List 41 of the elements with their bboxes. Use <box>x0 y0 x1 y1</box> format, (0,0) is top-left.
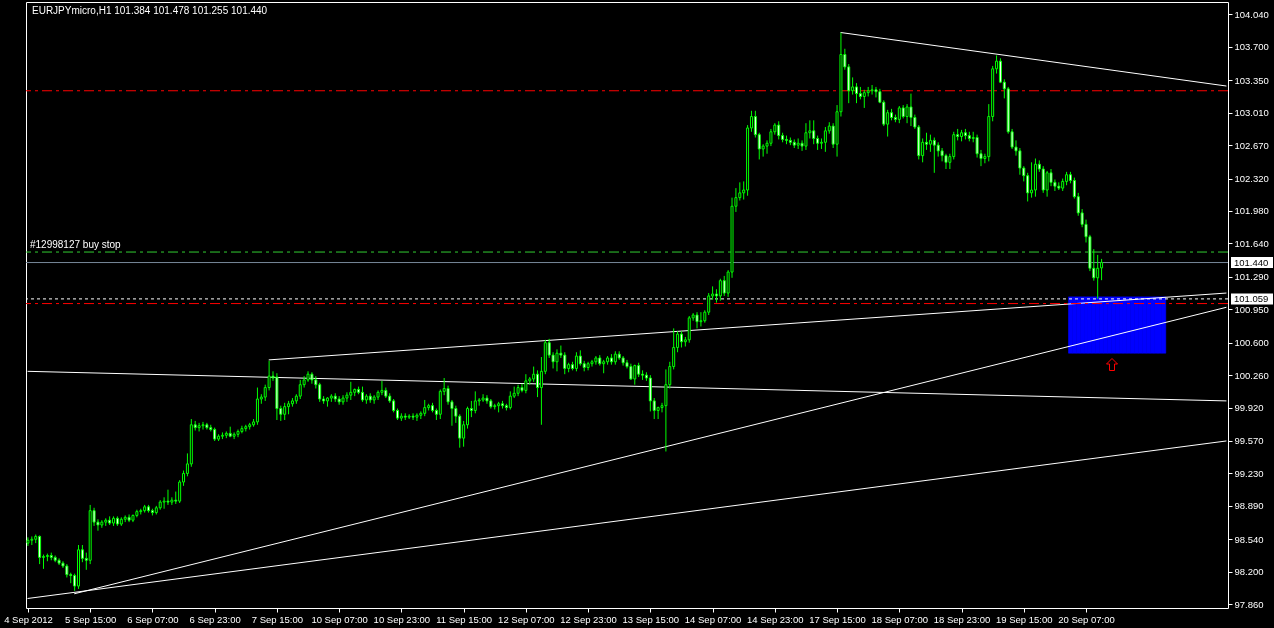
ref-line-label: 101.059 <box>1234 292 1269 304</box>
x-tick-label: 10 Sep 23:00 <box>373 613 431 625</box>
x-tick-label: 11 Sep 15:00 <box>436 613 493 625</box>
x-tick-label: 14 Sep 07:00 <box>684 613 742 625</box>
y-tick-label: 99.920 <box>1234 402 1264 414</box>
x-tick-label: 18 Sep 23:00 <box>933 613 991 625</box>
y-tick-label: 101.980 <box>1234 205 1269 217</box>
x-tick-label: 17 Sep 15:00 <box>809 613 866 625</box>
x-tick-label: 10 Sep 07:00 <box>311 613 368 625</box>
y-tick-label: 102.670 <box>1234 139 1269 151</box>
y-tick-label: 100.950 <box>1234 303 1269 315</box>
y-tick-label: 99.230 <box>1234 467 1264 479</box>
x-tick-label: 4 Sep 2012 <box>4 613 53 625</box>
x-tick-label: 6 Sep 07:00 <box>127 613 179 625</box>
y-tick-label: 98.540 <box>1234 533 1264 545</box>
y-tick-label: 97.860 <box>1234 598 1264 610</box>
x-tick-label: 12 Sep 23:00 <box>560 613 617 625</box>
y-tick-label: 104.040 <box>1234 8 1269 20</box>
x-tick-label: 12 Sep 07:00 <box>498 613 555 625</box>
chart-title: EURJPYmicro,H1 101.384 101.478 101.255 101.440 <box>32 5 268 16</box>
x-tick-label: 13 Sep 15:00 <box>622 613 680 625</box>
x-tick-label: 19 Sep 15:00 <box>996 613 1053 625</box>
y-tick-label: 98.200 <box>1234 566 1264 578</box>
x-tick-label: 5 Sep 15:00 <box>65 613 117 625</box>
y-tick-label: 103.350 <box>1234 74 1269 86</box>
x-tick-label: 18 Sep 07:00 <box>871 613 929 625</box>
y-tick-label: 98.890 <box>1234 500 1264 512</box>
x-tick-label: 20 Sep 07:00 <box>1058 613 1115 625</box>
y-tick-label: 103.010 <box>1234 107 1269 119</box>
x-tick-label: 6 Sep 23:00 <box>189 613 241 625</box>
y-tick-label: 100.260 <box>1234 369 1269 381</box>
y-tick-label: 101.640 <box>1234 237 1269 249</box>
y-tick-label: 100.600 <box>1234 337 1269 349</box>
y-tick-label: 102.320 <box>1234 173 1269 185</box>
y-tick-label: 103.700 <box>1234 41 1269 53</box>
ref-line-label: #12998127 buy stop <box>30 239 122 251</box>
y-tick-label: 99.570 <box>1234 435 1264 447</box>
ref-line-label: 101.440 <box>1234 256 1269 268</box>
x-tick-label: 7 Sep 15:00 <box>251 613 304 625</box>
x-tick-label: 14 Sep 23:00 <box>747 613 804 625</box>
y-tick-label: 101.290 <box>1234 271 1269 283</box>
